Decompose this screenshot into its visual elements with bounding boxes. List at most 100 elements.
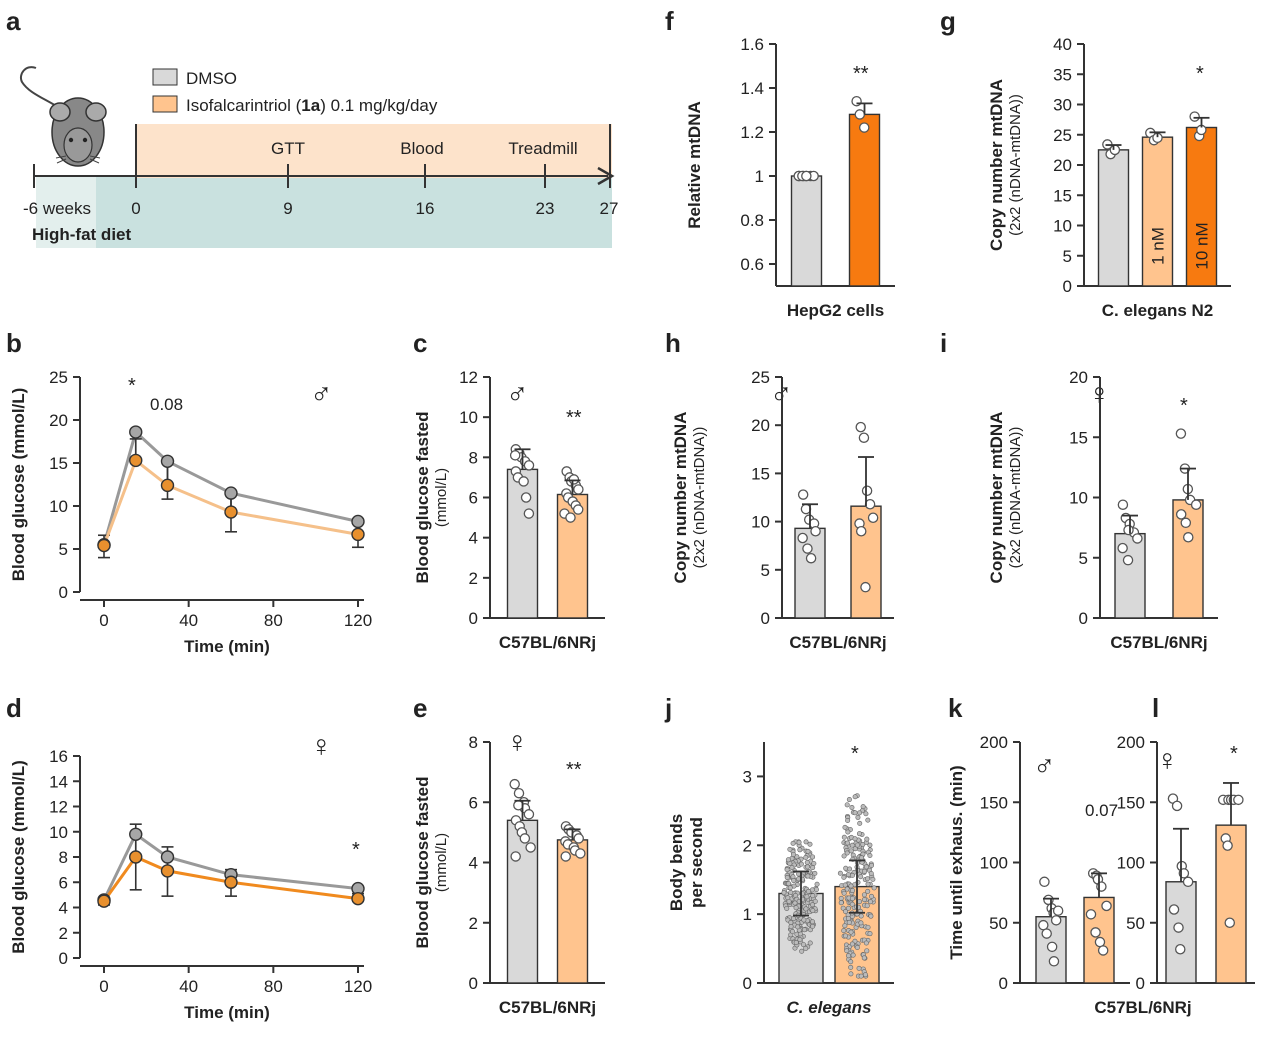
data-point [848, 848, 854, 854]
data-point [852, 810, 858, 816]
data-point [519, 833, 531, 844]
data-point [867, 853, 873, 859]
x-axis-label: C. elegans [786, 998, 871, 1017]
y-tick-label: 20 [1053, 156, 1072, 175]
female-symbol-e: ♀ [506, 726, 529, 759]
y-tick-label: 8 [469, 733, 478, 752]
x-axis-label: HepG2 cells [787, 301, 884, 320]
data-point [513, 800, 524, 811]
data-point [790, 840, 796, 846]
data-point [1189, 111, 1200, 122]
data-point [810, 919, 816, 925]
data-point [841, 928, 847, 934]
event-treadmill: Treadmill [508, 139, 577, 158]
panel-label-j: j [664, 693, 672, 723]
data-point [351, 527, 365, 542]
data-point [855, 814, 861, 820]
data-point [851, 95, 862, 107]
data-point [864, 836, 870, 842]
bar-dmso [790, 175, 823, 287]
data-point [97, 538, 111, 553]
data-point [858, 913, 864, 919]
y-tick-label: 0 [761, 609, 770, 628]
data-point [845, 905, 851, 911]
data-point [865, 888, 871, 894]
y-tick-label: 1 [743, 905, 752, 924]
data-point [1171, 800, 1183, 812]
data-point [860, 842, 866, 848]
data-point [788, 889, 794, 895]
data-point [785, 857, 791, 863]
y-tick-label: 0 [469, 609, 478, 628]
y-tick-label: 15 [751, 464, 770, 483]
panel-label-b: b [6, 328, 22, 358]
data-point [810, 893, 816, 899]
y-axis-label: Blood glucose fasted [413, 412, 432, 584]
y-tick-label: 10 [1053, 217, 1072, 236]
data-point [841, 834, 847, 840]
data-point [129, 425, 143, 439]
y-tick-label: 25 [49, 368, 68, 387]
diet-label: High-fat diet [32, 225, 131, 244]
data-point [224, 486, 238, 500]
y-tick-label: 1 [755, 167, 764, 186]
sig-c: ** [566, 407, 582, 429]
chart-j: 0 1 2 3 C. elegans Body bends per second [667, 742, 894, 1017]
tick-0: 0 [131, 199, 140, 218]
data-point [844, 948, 850, 954]
y-tick-label: 15 [49, 454, 68, 473]
chart-k: 0 50 100 150 200 C57BL/6NRj Time until exhaus.… [947, 733, 1192, 1017]
data-point [1050, 915, 1062, 926]
y-axis-label: Blood glucose (mmol/L) [9, 388, 28, 582]
data-point [1222, 840, 1233, 851]
data-point [862, 972, 868, 978]
data-point [803, 906, 809, 912]
data-point [844, 850, 850, 856]
sig-g: * [1196, 63, 1204, 85]
data-point [849, 842, 855, 848]
data-point [1190, 499, 1202, 510]
data-point [861, 892, 867, 898]
data-point [849, 941, 855, 947]
data-point [812, 898, 818, 904]
y-axis-label: Body bends [667, 814, 686, 911]
data-point [792, 900, 798, 906]
data-point [807, 841, 813, 847]
sig-k: 0.07 [1085, 801, 1118, 820]
data-point [865, 876, 871, 882]
y-tick-label: 12 [459, 368, 478, 387]
data-point [805, 552, 817, 564]
y-tick-label: 6 [59, 873, 68, 892]
data-point [789, 929, 795, 935]
data-point [518, 476, 529, 487]
data-point [810, 854, 816, 860]
y-tick-label: 10 [751, 513, 770, 532]
data-point [1183, 532, 1194, 543]
data-point [798, 861, 804, 867]
y-tick-label: 5 [761, 561, 770, 580]
data-point [781, 890, 787, 896]
data-point [846, 797, 852, 803]
data-point [810, 902, 816, 908]
x-tick-label: 40 [179, 977, 198, 996]
data-point [855, 525, 867, 537]
bar-dmso [1097, 149, 1130, 287]
y-tick-label: 200 [1117, 733, 1145, 752]
y-tick-label: 1.6 [740, 35, 764, 54]
y-tick-label: 200 [980, 733, 1008, 752]
data-point [854, 842, 860, 848]
sig-j: * [851, 743, 859, 765]
data-point [1168, 904, 1180, 915]
data-point [857, 810, 863, 816]
data-point [852, 794, 858, 800]
data-point [805, 864, 811, 870]
data-point [520, 492, 532, 503]
data-point [510, 851, 521, 862]
chart-i: 0 5 10 15 20 C57BL/6NRj Copy number mtDNA (2x2 … [987, 368, 1218, 652]
bar-dmso [794, 527, 826, 619]
x-axis-label: C57BL/6NRj [1110, 633, 1207, 652]
y-tick-label: 4 [469, 854, 478, 873]
data-point [805, 873, 811, 879]
y-axis-sublabel: (2x2 (nDNA-mtDNA)) [1007, 94, 1024, 236]
y-axis-label: Copy number mtDNA [671, 412, 690, 584]
